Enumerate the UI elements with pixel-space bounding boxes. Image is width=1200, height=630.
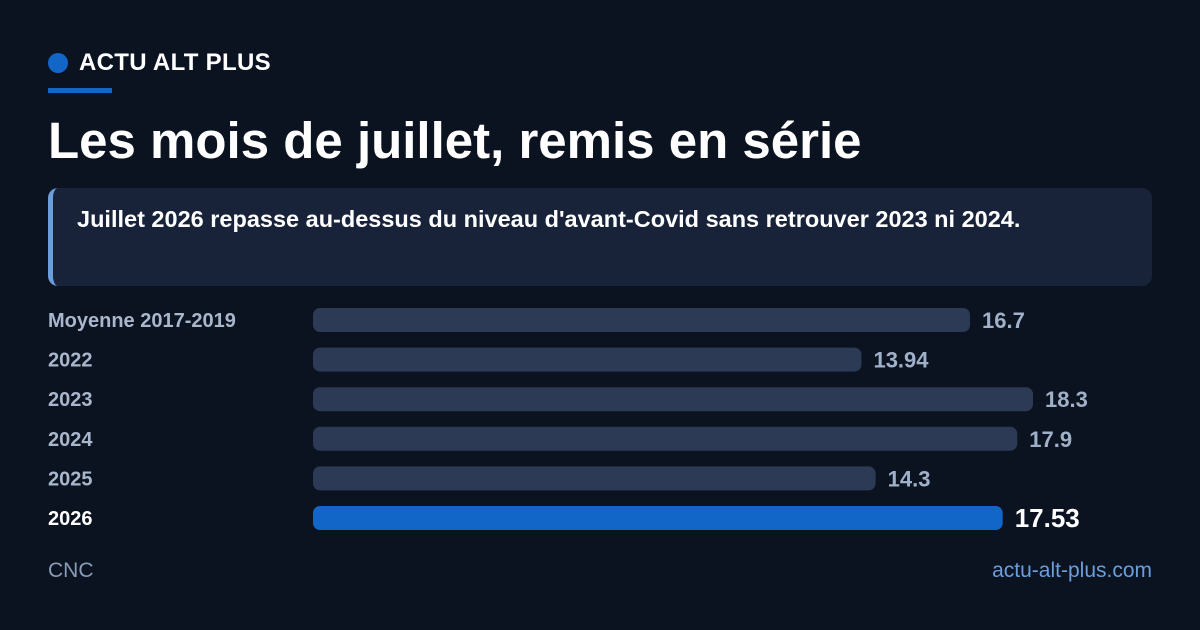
page-title: Les mois de juillet, remis en série bbox=[48, 112, 862, 169]
category-label: 2024 bbox=[48, 429, 93, 451]
source-label: CNC bbox=[48, 559, 94, 582]
bar bbox=[313, 466, 876, 491]
category-label: 2026 bbox=[48, 508, 93, 530]
category-label: Moyenne 2017-2019 bbox=[48, 310, 236, 332]
bar bbox=[313, 426, 1018, 451]
bar bbox=[313, 387, 1033, 412]
value-label: 17.53 bbox=[1015, 503, 1080, 533]
category-label: 2025 bbox=[48, 468, 93, 490]
category-label: 2023 bbox=[48, 389, 93, 411]
value-label: 16.7 bbox=[982, 308, 1025, 333]
category-label: 2022 bbox=[48, 350, 93, 372]
brand-dot-icon bbox=[48, 53, 68, 73]
brand-underline bbox=[48, 88, 112, 93]
value-label: 14.3 bbox=[888, 466, 931, 491]
value-label: 13.94 bbox=[873, 348, 929, 373]
site-link[interactable]: actu-alt-plus.com bbox=[992, 559, 1152, 582]
bar bbox=[313, 308, 971, 332]
bar-highlight bbox=[313, 506, 1003, 530]
subtitle-callout: Juillet 2026 repasse au-dessus du niveau… bbox=[48, 188, 1152, 286]
subtitle-text: Juillet 2026 repasse au-dessus du niveau… bbox=[77, 206, 1021, 232]
bar bbox=[313, 347, 862, 372]
value-label: 18.3 bbox=[1045, 387, 1088, 412]
value-label: 17.9 bbox=[1029, 427, 1072, 452]
brand-header: ACTU ALT PLUS bbox=[48, 48, 271, 78]
brand-name: ACTU ALT PLUS bbox=[79, 49, 271, 76]
